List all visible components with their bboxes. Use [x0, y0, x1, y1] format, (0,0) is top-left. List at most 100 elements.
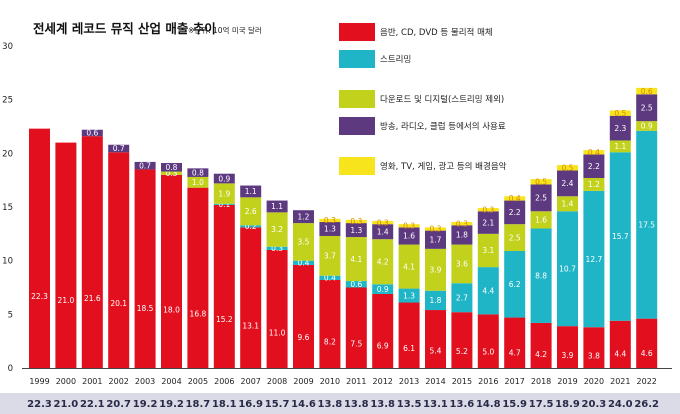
segment-value-label: 0.8 — [192, 168, 204, 177]
bar-segment — [477, 267, 499, 315]
bar-stack-2020: 3.8 12.7 1.2 2.2 0.4 2020 — [583, 148, 605, 386]
bar-stack-2014: 5.4 1.8 3.9 1.70.3 2014 — [425, 225, 446, 386]
segment-value-label: 0.6 — [641, 87, 653, 96]
bar-segment — [477, 233, 499, 268]
y-tick-label: 10 — [2, 257, 13, 267]
total-label: 14.8 — [476, 399, 501, 410]
bar-segment — [583, 154, 605, 179]
segment-value-label: 8.2 — [324, 337, 336, 346]
bar-segment — [161, 162, 182, 172]
segment-value-label: 4.1 — [350, 255, 362, 264]
segment-value-label: 0.3 — [350, 217, 362, 226]
segment-value-label: 3.1 — [482, 246, 494, 255]
bar-segment — [557, 211, 578, 327]
segment-value-label: 0.1 — [218, 200, 230, 209]
segment-value-label: 0.8 — [166, 163, 178, 172]
bar-segment — [583, 190, 605, 328]
bar-segment — [161, 171, 182, 175]
bar-stack-2008: 11.0 0.3 3.2 1.1 2008 — [266, 200, 288, 386]
bar-segment — [372, 284, 394, 294]
totals-band: 22.3 21.0 22.1 20.7 19.2 19.2 18.7 18.1 16.9 15.7… — [0, 393, 680, 414]
segment-value-label: 3.7 — [324, 252, 336, 261]
bar-segment — [266, 246, 288, 250]
chart-title: 전세계 레코드 뮤직 산업 매출 추이 — [33, 21, 216, 36]
chart-subtitle: ※단위: 10억 미국 달러 — [188, 25, 262, 35]
segment-value-label: 2.7 — [456, 293, 468, 302]
legend-item: 다운로드 및 디지털(스트리밍 제외) — [339, 90, 504, 108]
segment-value-label: 2.5 — [641, 103, 653, 112]
y-tick-label: 25 — [2, 96, 13, 106]
bar-segment — [293, 264, 314, 368]
segment-value-label: 4.4 — [482, 286, 494, 295]
segment-value-label: 4.1 — [403, 262, 415, 271]
segment-value-label: 6.2 — [509, 280, 521, 289]
segment-value-label: 2.1 — [482, 218, 494, 227]
bar-segment — [319, 275, 341, 280]
segment-value-label: 0.3 — [377, 218, 389, 227]
bar-segment — [108, 152, 130, 368]
x-tick-label: 2020 — [584, 377, 604, 386]
bar-segment — [266, 200, 288, 213]
bar-segment — [530, 322, 552, 368]
x-tick-label: 2008 — [267, 377, 287, 386]
segment-value-label: 18.5 — [137, 304, 154, 313]
bar-segment — [609, 320, 631, 368]
x-tick-label: 2019 — [557, 377, 577, 386]
total-label: 17.5 — [529, 399, 554, 410]
legend-item: 방송, 라디오, 클럽 등에서의 사용료 — [339, 117, 506, 135]
total-label: 26.2 — [634, 399, 659, 410]
x-tick-label: 2017 — [505, 377, 525, 386]
total-label: 15.7 — [265, 399, 290, 410]
bar-segment — [504, 200, 526, 225]
bar-segment — [213, 173, 235, 184]
bar-segment — [609, 115, 631, 141]
segment-value-label: 1.3 — [350, 226, 362, 235]
segment-value-label: 0.3 — [430, 225, 442, 234]
x-tick-label: 2021 — [610, 377, 630, 386]
total-label: 18.7 — [186, 399, 211, 410]
segment-value-label: 13.1 — [242, 322, 259, 331]
bar-segment — [293, 223, 314, 261]
total-label: 13.1 — [423, 399, 448, 410]
segment-value-label: 22.3 — [31, 292, 48, 301]
bar-segment — [398, 224, 420, 228]
bar-segment — [504, 224, 526, 252]
total-label: 18.9 — [555, 399, 580, 410]
segment-value-label: 0.5 — [535, 177, 547, 186]
bar-segment — [319, 279, 341, 368]
segment-value-label: 6.9 — [377, 341, 389, 350]
bar-segment — [609, 140, 631, 153]
bar-segment — [319, 218, 341, 223]
bar-segment — [425, 290, 446, 311]
segment-value-label: 5.0 — [482, 348, 494, 357]
total-label: 21.0 — [54, 399, 79, 410]
bar-stack-2013: 6.1 1.3 4.1 1.6 0.3 2013 — [398, 221, 420, 386]
segment-value-label: 0.5 — [562, 164, 574, 173]
y-tick-label: 5 — [8, 310, 13, 320]
segment-value-label: 0.3 — [271, 244, 283, 253]
segment-value-label: 20.1 — [110, 299, 127, 308]
legend-swatch — [339, 157, 375, 175]
x-tick-label: 1999 — [29, 377, 49, 386]
total-label: 20.3 — [582, 399, 607, 410]
bar-segment — [636, 94, 658, 122]
segment-value-label: 3.2 — [271, 225, 283, 234]
x-tick-label: 2009 — [293, 377, 313, 386]
segment-value-label: 0.9 — [641, 122, 653, 131]
bar-segment — [108, 144, 130, 153]
segment-value-label: 1.6 — [403, 232, 415, 241]
segment-value-label: 4.6 — [641, 349, 653, 358]
x-tick-label: 2022 — [637, 377, 657, 386]
bar-stack-2000: 21.0 2000 — [55, 142, 77, 386]
total-label: 24.0 — [608, 399, 633, 410]
bar-segment — [81, 129, 103, 137]
bar-segment — [583, 150, 605, 155]
bar-segment — [504, 251, 526, 318]
bar-segment — [451, 312, 473, 368]
x-tick-label: 2011 — [346, 377, 366, 386]
x-tick-label: 2004 — [161, 377, 181, 386]
bar-segment — [161, 174, 182, 368]
segment-value-label: 3.5 — [298, 238, 310, 247]
bar-segment — [477, 208, 499, 212]
segment-value-label: 0.4 — [509, 194, 521, 203]
